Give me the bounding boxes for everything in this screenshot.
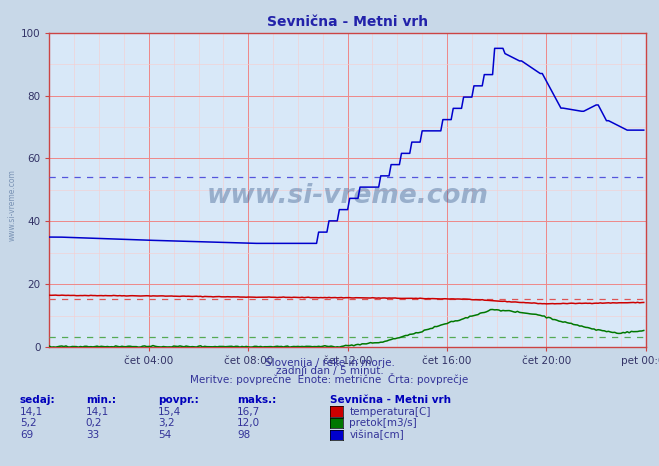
Text: 98: 98 [237,430,250,440]
Text: www.si-vreme.com: www.si-vreme.com [207,183,488,209]
Title: Sevnična - Metni vrh: Sevnična - Metni vrh [267,14,428,29]
Text: 15,4: 15,4 [158,407,181,417]
Text: 69: 69 [20,430,33,440]
Text: 3,2: 3,2 [158,418,175,428]
Text: 33: 33 [86,430,99,440]
Text: maks.:: maks.: [237,395,277,405]
Text: Meritve: povprečne  Enote: metrične  Črta: povprečje: Meritve: povprečne Enote: metrične Črta:… [190,373,469,385]
Text: zadnji dan / 5 minut.: zadnji dan / 5 minut. [275,366,384,376]
Text: višina[cm]: višina[cm] [349,430,404,440]
Text: 12,0: 12,0 [237,418,260,428]
Text: temperatura[C]: temperatura[C] [349,407,431,417]
Text: sedaj:: sedaj: [20,395,55,405]
Text: 5,2: 5,2 [20,418,36,428]
Text: 54: 54 [158,430,171,440]
Text: www.si-vreme.com: www.si-vreme.com [8,169,17,241]
Text: 14,1: 14,1 [86,407,109,417]
Text: min.:: min.: [86,395,116,405]
Text: Slovenija / reke in morje.: Slovenija / reke in morje. [264,358,395,368]
Text: povpr.:: povpr.: [158,395,199,405]
Text: 0,2: 0,2 [86,418,102,428]
Text: pretok[m3/s]: pretok[m3/s] [349,418,417,428]
Text: 16,7: 16,7 [237,407,260,417]
Text: Sevnična - Metni vrh: Sevnična - Metni vrh [330,395,451,405]
Text: 14,1: 14,1 [20,407,43,417]
